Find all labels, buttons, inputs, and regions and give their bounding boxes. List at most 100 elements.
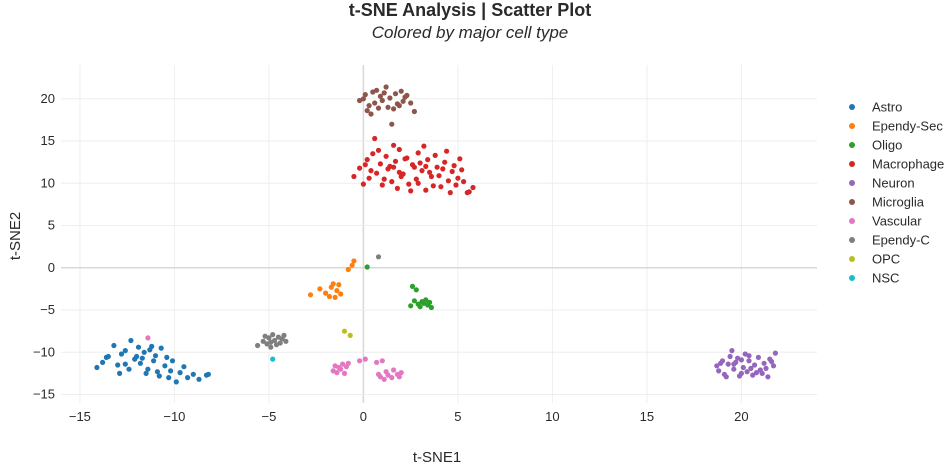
legend-item[interactable]: Astro [849,100,902,115]
data-point [379,358,385,364]
data-point [746,353,752,359]
data-point [392,158,399,164]
data-point [272,337,278,344]
data-point [100,359,106,365]
data-point [716,368,722,374]
legend-item[interactable]: Neuron [849,176,915,191]
series-macrophage [351,135,476,196]
data-point [402,156,408,162]
data-point [330,281,336,287]
data-point [351,258,357,264]
data-point [117,370,123,376]
data-point [375,105,382,111]
grid-lines [61,65,817,403]
data-point [442,159,448,165]
legend-marker [849,275,855,281]
data-point [408,100,414,106]
data-point [118,351,125,357]
data-point [432,152,438,158]
data-point [385,372,391,378]
data-point [770,363,777,369]
legend-item[interactable]: Microglia [849,195,925,210]
data-point [364,108,370,114]
y-axis-label: t-SNE2 [7,212,24,260]
data-point [168,368,174,374]
data-point [277,340,283,346]
legend-label: Neuron [872,176,915,191]
data-point [404,92,410,98]
data-point [196,376,202,382]
data-point [731,366,737,372]
data-point [334,370,340,376]
legend-marker [849,256,855,262]
data-point [338,366,344,372]
data-point [398,88,404,94]
data-point [387,95,393,101]
data-point [436,173,442,179]
legend-marker [849,142,855,148]
data-point [413,287,419,293]
legend-item[interactable]: Oligo [849,138,902,153]
data-point [419,168,425,174]
data-point [396,374,402,380]
data-point [411,298,417,304]
data-point [445,178,451,184]
data-point [408,303,414,309]
data-point [185,375,191,381]
legend-label: NSC [872,271,899,286]
series-oligo [364,264,434,311]
data-point [394,185,400,191]
legend-item[interactable]: NSC [849,271,899,286]
data-point [761,360,767,366]
data-point [391,142,397,148]
data-point [126,366,132,372]
data-point [447,190,453,196]
y-tick-label: 15 [41,133,55,148]
data-point [262,333,268,339]
data-point [345,266,351,273]
data-point [430,183,436,189]
data-point [141,349,147,355]
data-point [772,350,779,356]
data-point [255,342,261,349]
data-point [755,354,762,360]
data-point [362,162,368,168]
legend-item[interactable]: OPC [849,252,900,267]
data-point [411,108,417,115]
x-tick-label: 5 [454,409,461,424]
data-point [281,332,287,338]
legend-label: Macrophage [872,157,944,172]
data-point [177,370,183,376]
data-point [765,374,771,380]
data-point [190,371,196,377]
data-point [391,367,397,373]
legend-item[interactable]: Ependy-Sec [849,119,943,134]
legend-label: Vascular [872,214,922,229]
legend-item[interactable]: Macrophage [849,157,944,172]
legend-item[interactable]: Vascular [849,214,922,229]
data-point [466,189,472,195]
data-point [145,366,151,372]
data-point [428,173,434,180]
data-point [398,173,404,180]
data-point [270,356,276,362]
data-point [396,103,402,109]
data-point [317,286,323,292]
legend-marker [849,104,855,110]
legend-item[interactable]: Ependy-C [849,233,930,248]
data-point [763,365,769,371]
data-point [139,355,145,361]
legend: Astro Ependy-Sec Oligo Macrophage Neuron Micr… [849,100,944,286]
data-point [379,182,385,188]
data-point [341,328,348,334]
data-point [377,374,383,380]
x-tick-label: −15 [69,409,91,424]
data-point [748,365,754,371]
data-point [375,254,382,260]
legend-label: Ependy-Sec [872,119,943,134]
data-point [122,348,128,354]
y-axis-ticks: −15 −10 −5 0 5 10 15 20 [33,91,55,402]
data-point [364,157,370,163]
data-point [438,184,444,190]
data-point [417,160,423,166]
